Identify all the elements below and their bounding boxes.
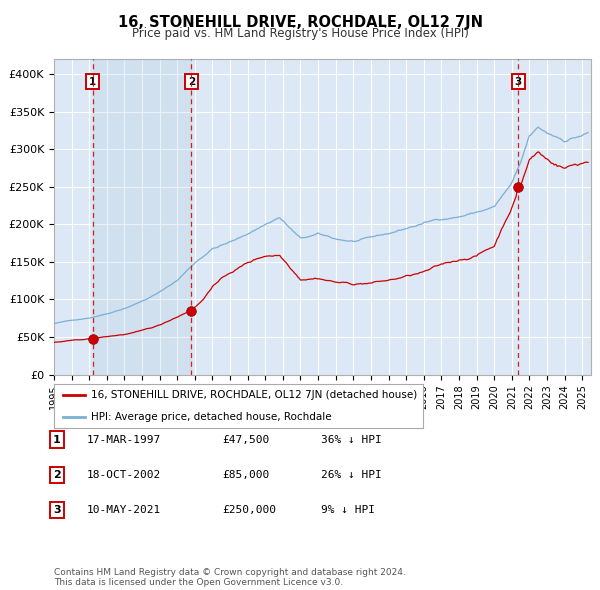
Text: 26% ↓ HPI: 26% ↓ HPI: [321, 470, 382, 480]
Text: 1: 1: [53, 435, 61, 444]
Text: 9% ↓ HPI: 9% ↓ HPI: [321, 506, 375, 515]
Text: Contains HM Land Registry data © Crown copyright and database right 2024.
This d: Contains HM Land Registry data © Crown c…: [54, 568, 406, 587]
Text: 2: 2: [53, 470, 61, 480]
Text: 36% ↓ HPI: 36% ↓ HPI: [321, 435, 382, 444]
Text: £85,000: £85,000: [222, 470, 269, 480]
Text: 17-MAR-1997: 17-MAR-1997: [87, 435, 161, 444]
Text: 1: 1: [89, 77, 97, 87]
Text: £47,500: £47,500: [222, 435, 269, 444]
Text: 3: 3: [514, 77, 522, 87]
Text: 2: 2: [188, 77, 195, 87]
Text: £250,000: £250,000: [222, 506, 276, 515]
Text: 16, STONEHILL DRIVE, ROCHDALE, OL12 7JN: 16, STONEHILL DRIVE, ROCHDALE, OL12 7JN: [118, 15, 482, 30]
Text: 18-OCT-2002: 18-OCT-2002: [87, 470, 161, 480]
Text: 10-MAY-2021: 10-MAY-2021: [87, 506, 161, 515]
Text: 3: 3: [53, 506, 61, 515]
Bar: [93, 59, 191, 375]
Text: 16, STONEHILL DRIVE, ROCHDALE, OL12 7JN (detached house): 16, STONEHILL DRIVE, ROCHDALE, OL12 7JN …: [91, 391, 417, 401]
Text: HPI: Average price, detached house, Rochdale: HPI: Average price, detached house, Roch…: [91, 412, 332, 422]
Text: Price paid vs. HM Land Registry's House Price Index (HPI): Price paid vs. HM Land Registry's House …: [131, 27, 469, 40]
